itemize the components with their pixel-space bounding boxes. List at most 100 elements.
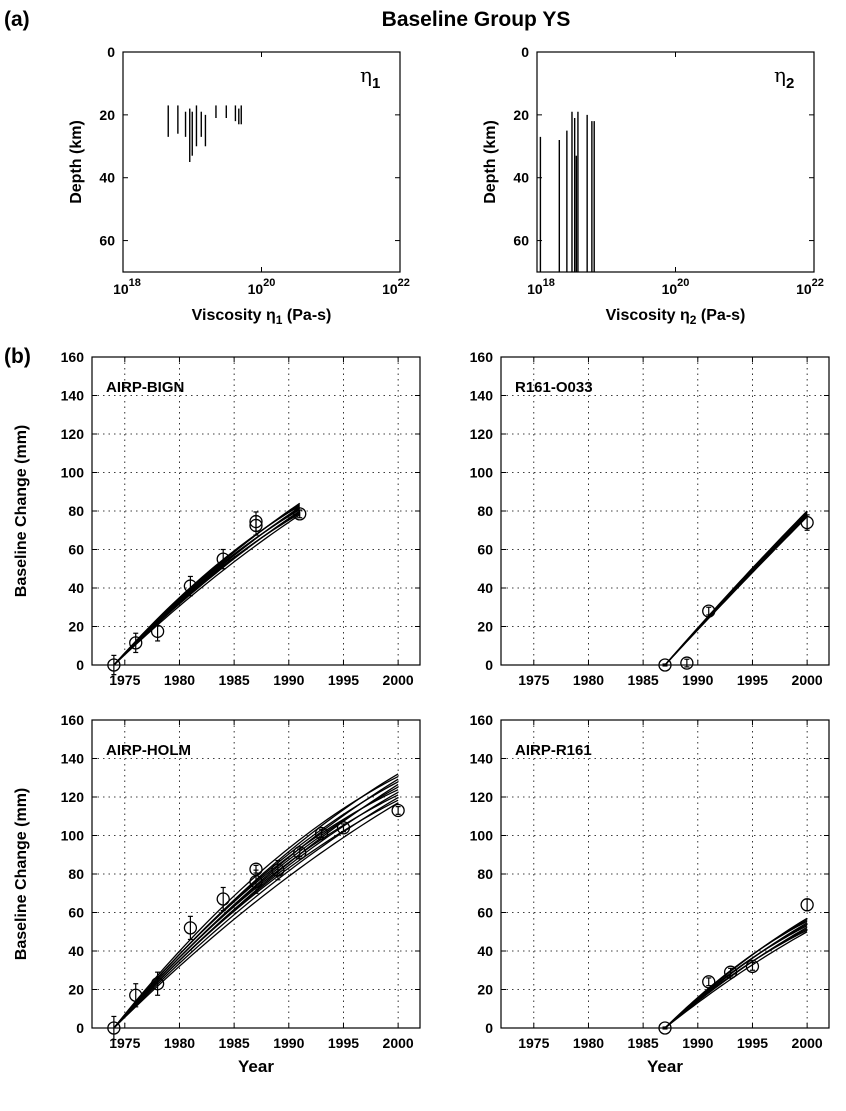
model-curve (113, 802, 399, 1029)
model-curve (664, 929, 808, 1029)
x-tick-label: 1980 (164, 1035, 195, 1051)
y-tick-label: 20 (477, 982, 493, 998)
chart-eta1: 1018 1020 1022 0 20 40 60 η1 Viscosity η1 (Pa-s)… (68, 44, 410, 327)
data-point (800, 898, 814, 912)
charts-layer: 1018 1020 1022 0 20 40 60 η1 Viscosity η1 (Pa-s)… (13, 44, 830, 1076)
model-curve (113, 783, 399, 1029)
y-tick-label: 40 (68, 580, 84, 596)
x-tick-label: 1975 (109, 1035, 140, 1051)
data-point (183, 921, 198, 935)
model-curve (664, 926, 808, 1029)
x-tick-label: 1990 (273, 672, 304, 688)
y-tick-label: 0 (76, 657, 84, 673)
chart-airp-r161: 1975 1980 1985 1990 1995 2000 0 20 40 60 80 100 120 1… (470, 712, 830, 1076)
data-point (249, 514, 263, 529)
x-tick-label: 1980 (573, 1035, 604, 1051)
model-curve (664, 917, 808, 1029)
y-tick-label: 60 (68, 542, 84, 558)
x-tick-label: 1018 (527, 277, 555, 297)
y-tick-label: 100 (470, 828, 494, 844)
y-tick-label: 0 (521, 44, 529, 60)
x-axis-label: Viscosity η1 (Pa-s) (192, 307, 332, 327)
x-tick-label: 1995 (737, 1035, 768, 1051)
data-point (129, 636, 143, 650)
y-tick-label: 140 (61, 751, 85, 767)
y-tick-label: 0 (485, 1020, 493, 1036)
chart-airp-holm: 1975 1980 1985 1990 1995 2000 0 20 40 60 80 100 120 1… (13, 712, 421, 1076)
data-point (658, 1021, 672, 1035)
data-point (723, 965, 738, 979)
y-tick-label: 100 (470, 465, 494, 481)
data-point (800, 515, 814, 530)
x-axis-label: Year (238, 1057, 274, 1076)
y-axis-label: Baseline Change (mm) (13, 788, 30, 960)
plot-frame (500, 356, 830, 666)
y-tick-label: 120 (61, 789, 85, 805)
y-tick-label: 0 (485, 657, 493, 673)
data-point (293, 507, 307, 521)
x-tick-label: 1022 (382, 277, 410, 297)
model-curve (113, 796, 399, 1029)
x-tick-label: 1022 (796, 277, 824, 297)
station-label: AIRP-R161 (515, 742, 592, 759)
y-tick-label: 60 (99, 233, 115, 249)
chart-airp-bign: 1975 1980 1985 1990 1995 2000 0 20 40 60 80 100 120 1… (13, 349, 421, 688)
data-point (658, 658, 672, 672)
x-tick-label: 1985 (628, 1035, 659, 1051)
plot-frame (122, 51, 401, 273)
x-tick-label: 1980 (573, 672, 604, 688)
data-point (680, 656, 694, 670)
data-point (293, 846, 307, 860)
x-tick-label: 1995 (328, 1035, 359, 1051)
y-axis-label: Baseline Change (mm) (13, 425, 30, 597)
y-tick-label: 40 (477, 580, 493, 596)
x-axis-label: Viscosity η2 (Pa-s) (606, 307, 746, 327)
y-tick-label: 160 (61, 712, 85, 728)
y-tick-label: 60 (68, 905, 84, 921)
y-tick-label: 80 (477, 503, 493, 519)
y-tick-label: 20 (513, 107, 529, 123)
y-axis-label: Depth (km) (68, 120, 85, 204)
data-point (107, 658, 121, 672)
y-tick-label: 60 (477, 542, 493, 558)
model-curve (113, 778, 399, 1029)
model-curve (664, 510, 808, 666)
x-tick-label: 1990 (273, 1035, 304, 1051)
y-tick-label: 0 (76, 1020, 84, 1036)
plot-frame (500, 719, 830, 1029)
data-point (129, 988, 143, 1002)
y-tick-label: 40 (513, 170, 529, 186)
x-tick-label: 1975 (109, 672, 140, 688)
x-tick-label: 1980 (164, 672, 195, 688)
station-label: AIRP-HOLM (106, 742, 191, 759)
x-tick-label: 1975 (518, 672, 549, 688)
data-point (150, 624, 165, 638)
chart-r161-o033: 1975 1980 1985 1990 1995 2000 0 20 40 60 80 100 120 1… (470, 349, 830, 688)
y-tick-label: 140 (61, 388, 85, 404)
y-tick-label: 100 (61, 465, 85, 481)
y-tick-label: 60 (477, 905, 493, 921)
eta-annotation: η2 (774, 63, 794, 92)
x-tick-label: 1990 (682, 1035, 713, 1051)
x-tick-label: 2000 (792, 1035, 823, 1051)
model-curve (113, 514, 301, 666)
y-tick-label: 140 (470, 751, 494, 767)
y-tick-label: 140 (470, 388, 494, 404)
y-axis-label: Depth (km) (482, 120, 499, 204)
x-tick-label: 1020 (248, 277, 276, 297)
y-tick-label: 80 (477, 866, 493, 882)
x-tick-label: 2000 (383, 1035, 414, 1051)
panel-b-label: (b) (4, 345, 31, 368)
data-point (216, 552, 230, 566)
model-curve (113, 502, 301, 666)
station-label: AIRP-BIGN (106, 379, 184, 396)
x-tick-label: 1975 (518, 1035, 549, 1051)
y-tick-label: 60 (513, 233, 529, 249)
y-tick-label: 20 (68, 619, 84, 635)
y-tick-label: 40 (99, 170, 115, 186)
y-tick-label: 80 (68, 866, 84, 882)
x-tick-label: 1018 (113, 277, 141, 297)
y-tick-label: 40 (477, 943, 493, 959)
model-curve (113, 789, 399, 1029)
